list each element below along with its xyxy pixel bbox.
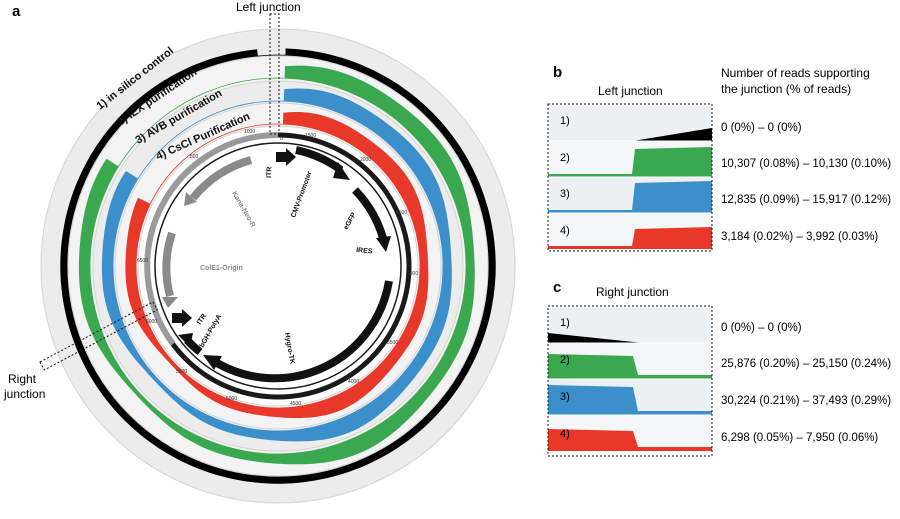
feature-label-ires: IRES: [356, 247, 373, 255]
left-row-3-coverage: [548, 181, 712, 213]
right-row-3-coverage: [548, 385, 712, 415]
panel-letter-c: c: [553, 279, 561, 296]
arrow-itr-right: [172, 309, 192, 327]
tick-0: 0: [280, 136, 283, 142]
right-junction-label-2: junction: [3, 387, 45, 401]
right-row-1-coverage: [548, 333, 643, 343]
right-row-4-coverage: [548, 429, 712, 451]
right-junction-rows: [547, 306, 713, 452]
arrowhead-hygro: [203, 355, 222, 370]
tick-3000: 3000: [407, 271, 418, 277]
left-junction-rows: [547, 104, 713, 250]
arrowhead-cmv: [333, 162, 350, 180]
right-row-1-counts: 0 (0%) – 0 (0%): [721, 322, 802, 334]
feature-label-cole1: ColE1-Origin: [200, 265, 243, 272]
arrow-hygro-tk: [215, 280, 393, 383]
feature-arrows: [162, 146, 393, 383]
right-row-4-counts: 6,298 (0.05%) – 7,950 (0.06%): [721, 432, 878, 444]
tick-5000: 5000: [226, 396, 237, 402]
tick-3500: 3500: [387, 340, 398, 346]
right-row-2-counts: 25,876 (0.20%) – 25,150 (0.24%): [721, 358, 891, 370]
tick-1000: 1000: [244, 129, 255, 135]
tick-6000: 6000: [146, 319, 157, 325]
reads-header-line-2: the junction (% of reads): [721, 82, 851, 96]
left-junction-title: Left junction: [598, 84, 663, 98]
right-row-4-id: 4): [560, 428, 570, 440]
left-row-2-id: 2): [560, 152, 570, 164]
left-row-2-coverage: [548, 147, 712, 177]
left-row-3-counts: 12,835 (0.09%) – 15,917 (0.12%): [721, 194, 891, 206]
left-row-2-counts: 10,307 (0.08%) – 10,130 (0.10%): [721, 158, 891, 170]
panel-letter-b: b: [553, 64, 562, 81]
junction-panels: Number of reads supporting the junction …: [547, 66, 891, 457]
tick-5500: 5500: [176, 369, 187, 375]
tick-6500: 6500: [137, 258, 148, 264]
arrowhead-cole1: [162, 297, 178, 308]
tick-2000: 2000: [360, 157, 371, 163]
left-row-4-id: 4): [560, 225, 570, 237]
left-row-4-coverage: [548, 227, 712, 249]
circos-plot: ITR CMV-Promoter eGFP IRES Hygro-TK bGH-…: [3, 0, 516, 504]
arrow-kana-neo: [189, 156, 253, 201]
right-row-3-id: 3): [560, 391, 570, 403]
tick-4000: 4000: [348, 379, 359, 385]
panel-letter-a: a: [12, 3, 21, 20]
right-row-2-id: 2): [560, 354, 570, 366]
arrowhead-kana: [184, 192, 197, 206]
reads-header-line-1: Number of reads supporting: [721, 66, 870, 80]
right-junction-title: Right junction: [596, 285, 669, 299]
tick-500: 500: [190, 154, 199, 160]
right-row-2-coverage: [548, 354, 712, 379]
arrow-egfp: [352, 187, 387, 240]
arrow-itr-left: [276, 148, 296, 166]
tick-4500: 4500: [290, 401, 301, 407]
feature-label-itr-left: ITR: [266, 167, 273, 179]
left-junction-label: Left junction: [236, 0, 301, 14]
arrowhead-bgh: [178, 333, 193, 347]
left-row-1-coverage: [633, 128, 712, 141]
left-row-1-id: 1): [560, 115, 570, 127]
left-row-4-counts: 3,184 (0.02%) – 3,992 (0.03%): [721, 231, 878, 243]
ring-bg-inner: [137, 125, 419, 407]
right-junction-frame: [547, 305, 713, 457]
right-junction-label-1: Right: [8, 372, 37, 386]
coverage-tracks: [60, 48, 496, 484]
plasmid-ring-inner: [154, 142, 402, 390]
left-row-3-id: 3): [560, 188, 570, 200]
tick-1500: 1500: [305, 133, 316, 139]
plasmid-ring-grey-segment: [144, 132, 279, 346]
tick-2500: 2500: [396, 210, 407, 216]
right-row-3-counts: 30,224 (0.21%) – 37,493 (0.29%): [721, 395, 891, 407]
left-junction-frame: [547, 103, 713, 252]
arrow-cole1-origin: [162, 231, 176, 298]
left-row-1-counts: 0 (0%) – 0 (0%): [721, 122, 802, 134]
arrowhead-egfp: [376, 236, 391, 252]
left-junction-box: [269, 13, 280, 135]
right-row-1-id: 1): [560, 317, 570, 329]
